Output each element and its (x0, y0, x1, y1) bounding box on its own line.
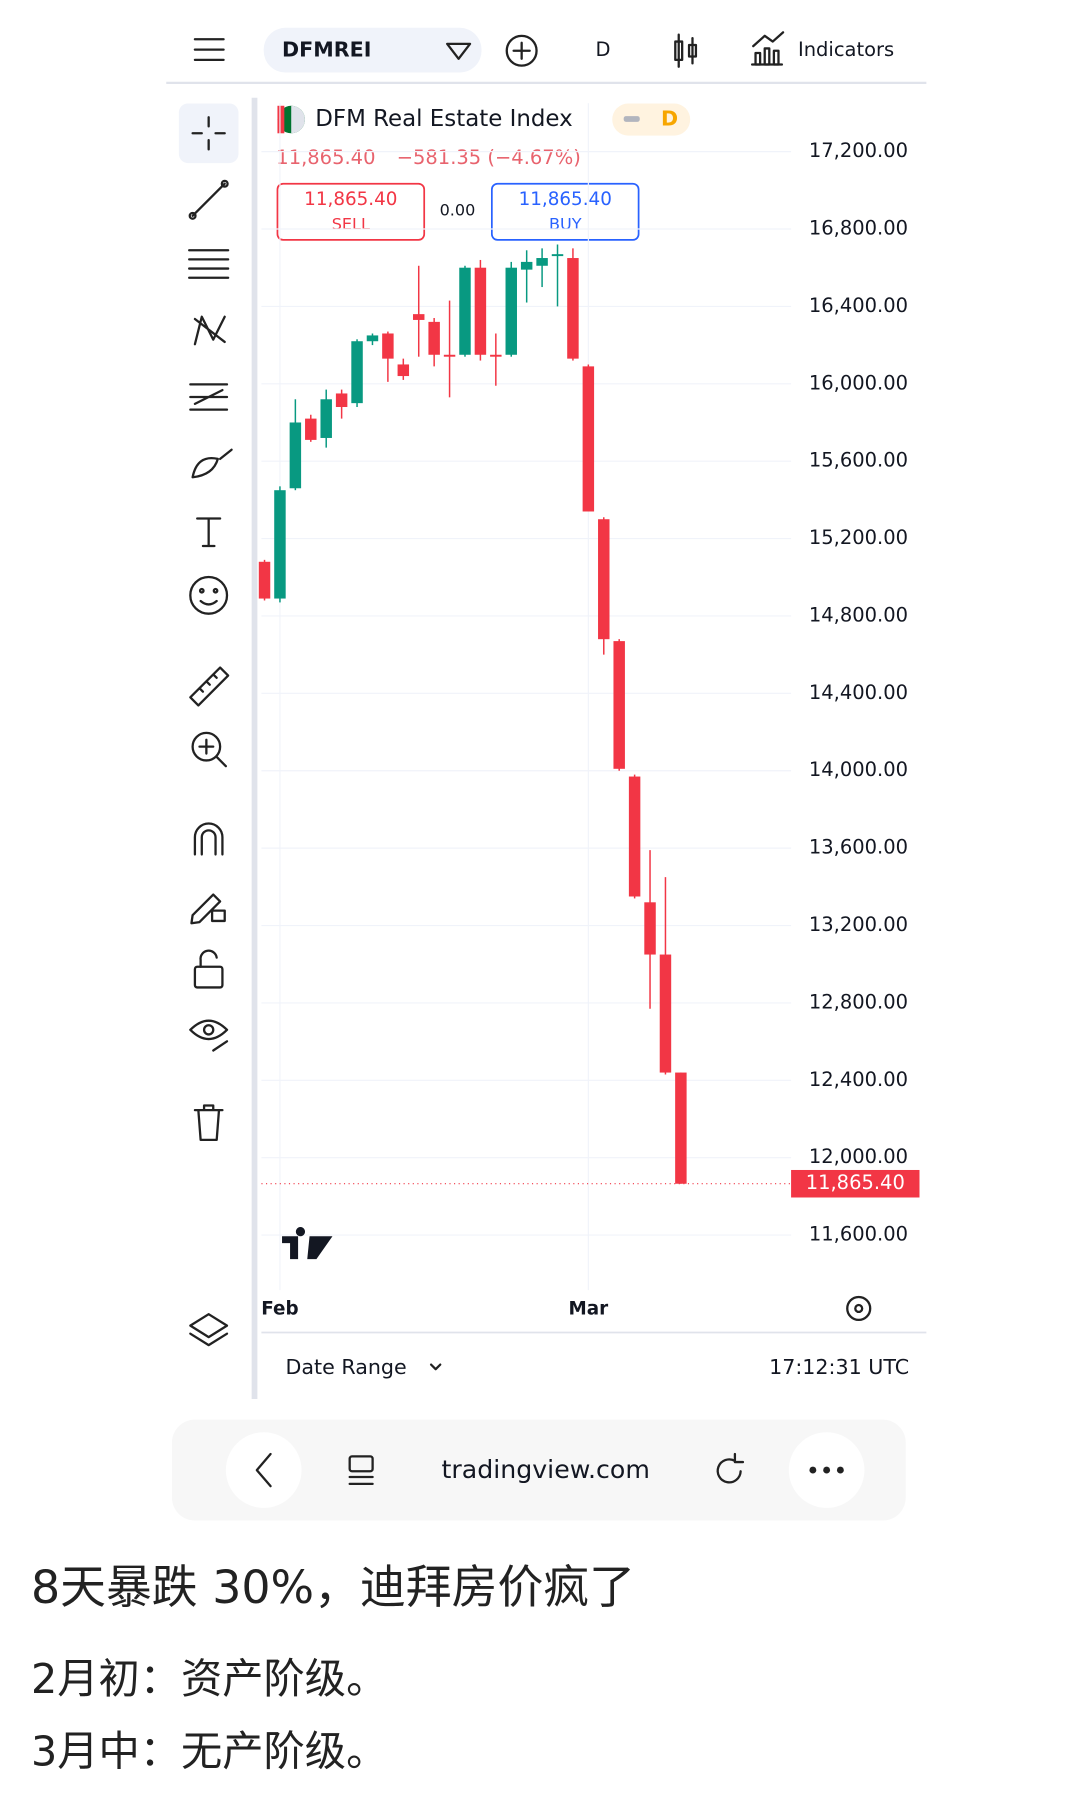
x-tick-label: Mar (569, 1299, 609, 1320)
price-marker (791, 1169, 920, 1198)
menu-icon[interactable] (193, 38, 225, 62)
tabs-icon[interactable] (348, 1455, 374, 1486)
candle-body (567, 258, 579, 359)
y-tick-label: 14,400.00 (809, 681, 908, 704)
post-line: 3月中：无产阶级。 (31, 1727, 387, 1775)
chart-type-icon[interactable] (674, 33, 698, 68)
time: 17:12:31 UTC (769, 1355, 909, 1379)
y-tick-label: 13,600.00 (809, 836, 908, 859)
candle-body (258, 561, 271, 599)
more-icon (809, 1466, 844, 1474)
candle-body (536, 258, 548, 266)
y-tick-label: 12,400.00 (809, 1068, 908, 1091)
diamond-icon[interactable] (445, 42, 472, 60)
candle-body (289, 422, 302, 489)
y-tick-label: 16,400.00 (809, 294, 908, 317)
indicators-icon[interactable] (750, 31, 785, 66)
candle-body (474, 267, 487, 355)
tv-logo (282, 1227, 333, 1260)
y-tick-label: 12,000.00 (809, 1145, 908, 1168)
chevron (429, 1363, 442, 1371)
candle-body (582, 366, 595, 512)
x-tick-label: Feb (261, 1299, 298, 1320)
badge-dash (623, 116, 640, 122)
y-tick-label: 15,200.00 (809, 526, 908, 549)
interval[interactable]: D (596, 38, 611, 61)
back-button[interactable] (225, 1432, 302, 1508)
left-tools[interactable] (188, 116, 233, 1347)
sell-price: 11,865.40 (304, 189, 397, 210)
candle-body (459, 267, 471, 355)
tool-highlight (178, 103, 239, 164)
buy-price: 11,865.40 (519, 189, 612, 210)
price-change: −581.35 (−4.67%) (397, 146, 581, 169)
post-title: 8天暴跌 30%，迪拜房价疯了 (31, 1560, 635, 1614)
candle-body (428, 321, 440, 355)
y-tick-label: 13,200.00 (809, 913, 908, 936)
candle-body (598, 519, 610, 640)
candle-body (335, 393, 348, 408)
candle-body (613, 641, 625, 769)
y-tick-label: 15,600.00 (809, 449, 908, 472)
candle-body (382, 333, 394, 359)
symbol-pill[interactable] (263, 27, 482, 73)
y-tick-label: 16,800.00 (809, 217, 908, 240)
settings-icon[interactable] (846, 1295, 872, 1322)
sell-button[interactable] (276, 182, 426, 241)
y-tick-label: 16,000.00 (809, 371, 908, 394)
candle-body (397, 364, 410, 377)
post-line: 2月初：资产阶级。 (31, 1655, 387, 1703)
symbol: DFMREI (282, 38, 371, 62)
reload-icon[interactable] (716, 1452, 745, 1484)
y-tick-label: 17,200.00 (809, 139, 908, 162)
candle-body (274, 490, 286, 599)
flag-icon-part (291, 105, 305, 134)
candle-body (505, 267, 517, 355)
candle-body (520, 261, 533, 270)
candle-body (644, 902, 656, 955)
candle-body (659, 954, 672, 1073)
buy-label: BUY (549, 215, 582, 234)
sell-label: SELL (332, 215, 370, 234)
badge-text: D (661, 107, 678, 131)
candle-body (443, 354, 456, 357)
candle-body (551, 254, 564, 257)
candle-body (320, 399, 332, 438)
indicators[interactable]: Indicators (798, 38, 894, 61)
browser-bar (171, 1419, 906, 1521)
add-icon[interactable] (505, 34, 538, 67)
buy-button[interactable] (490, 182, 640, 241)
badge (612, 103, 691, 136)
back-icon (255, 1452, 272, 1488)
url[interactable]: tradingview.com (442, 1455, 650, 1484)
y-tick-label: 14,800.00 (809, 603, 908, 626)
flag-icon-part (277, 105, 285, 134)
y-tick-label: 14,000.00 (809, 758, 908, 781)
price-marker-label: 11,865.40 (806, 1171, 905, 1194)
candle-body (305, 418, 317, 440)
y-tick-label: 11,600.00 (809, 1223, 908, 1246)
date-range[interactable]: Date Range (285, 1355, 406, 1379)
last-price: 11,865.40 (276, 146, 375, 169)
chart-title: DFM Real Estate Index (315, 106, 572, 132)
candle-body (412, 314, 425, 320)
candle-body (628, 776, 641, 897)
plot: 11,600.00 12,000.00 12,400.00 12,800.00 13,2… (258, 103, 920, 1320)
spread: 0.00 (440, 201, 476, 220)
candle-body (351, 341, 363, 404)
candle-body (675, 1072, 687, 1184)
y-tick-label: 12,800.00 (809, 990, 908, 1013)
candle-body (490, 354, 502, 357)
candle-body (366, 335, 379, 342)
